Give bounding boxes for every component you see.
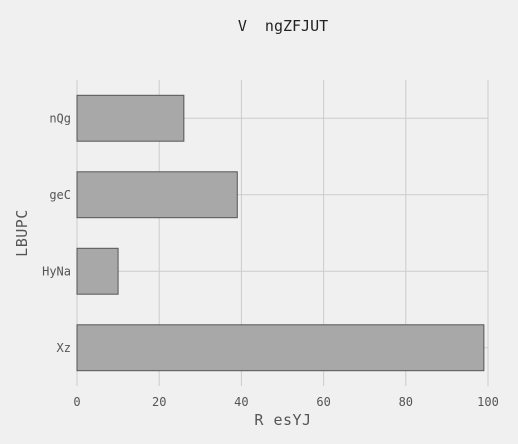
bar-xz [76, 324, 485, 372]
x-tick-label: 40 [234, 395, 248, 409]
bar-gec [76, 171, 238, 219]
y-axis-label: LBUPC [13, 209, 31, 257]
y-tick-label: geC [49, 188, 71, 202]
x-tick-label: 60 [316, 395, 330, 409]
y-tick-label: nQg [49, 111, 71, 125]
chart-title: V ngZFJUT [238, 17, 328, 35]
x-tick-label: 100 [477, 395, 499, 409]
x-axis-label: R esYJ [254, 411, 311, 429]
x-tick-label: 80 [399, 395, 413, 409]
y-tick-labels: nQg geC HyNa Xz [42, 111, 71, 355]
y-tick-label: HyNa [42, 264, 71, 278]
x-tick-label: 20 [152, 395, 166, 409]
bar-nqg [76, 94, 185, 142]
x-tick-labels: 0 20 40 60 80 100 [73, 395, 498, 409]
x-tick-label: 0 [73, 395, 80, 409]
bars [76, 94, 485, 372]
bar-hyna [76, 247, 119, 295]
y-tick-label: Xz [57, 341, 71, 355]
